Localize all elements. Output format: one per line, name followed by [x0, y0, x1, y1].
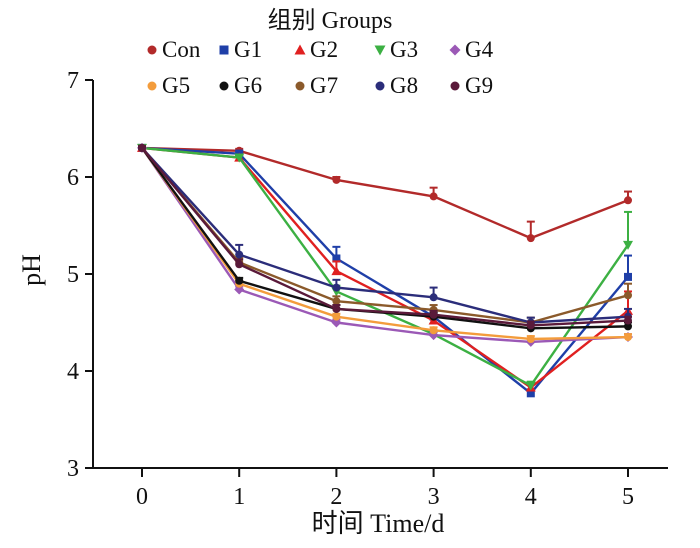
y-tick-label-4: 4	[67, 359, 79, 385]
series-layer	[137, 142, 633, 398]
x-tick-label-2: 2	[330, 484, 342, 510]
legend-title: 组别 Groups	[268, 7, 393, 34]
legend-label-g7: G7	[310, 73, 338, 98]
legend-label-g6: G6	[234, 73, 262, 98]
point-g9-day-0	[138, 143, 146, 152]
x-tick-label-5: 5	[622, 484, 634, 510]
legend-item-g8: G8	[375, 73, 418, 98]
point-g8-day-3	[429, 293, 438, 302]
point-g7-day-2	[332, 297, 341, 306]
point-con-day-4	[526, 234, 535, 243]
point-con-day-3	[429, 192, 438, 201]
point-g9-day-5	[624, 316, 632, 325]
series-g7	[138, 143, 632, 327]
legend-label-g3: G3	[390, 37, 418, 62]
legend-item-g3: G3	[374, 37, 418, 62]
series-g3	[137, 143, 633, 391]
point-g8-day-1	[235, 250, 244, 259]
legend-marker-g2	[294, 44, 306, 55]
point-g6-day-5	[624, 322, 632, 331]
point-g4-day-1	[234, 284, 245, 295]
legend-marker-g5	[147, 81, 157, 91]
point-g4-day-2	[331, 317, 342, 328]
series-g1	[138, 143, 632, 398]
series-line-g1	[141, 146, 629, 395]
point-g9-day-2	[332, 304, 341, 313]
legend-item-g4: G4	[449, 37, 494, 62]
series-con	[138, 143, 632, 243]
point-g3-day-5	[623, 240, 633, 250]
legend-label-g8: G8	[390, 73, 418, 98]
point-g9-day-4	[526, 321, 535, 330]
legend-item-g2: G2	[294, 37, 338, 62]
point-con-day-2	[332, 175, 341, 184]
point-g9-day-1	[235, 260, 244, 269]
legend-item-con: Con	[147, 37, 201, 62]
x-tick-label-1: 1	[233, 484, 245, 510]
legend-marker-g9	[450, 81, 460, 91]
legend: Con G1 G2 G3 G4 G5 G6 G7 G8 G9	[147, 37, 494, 98]
legend-item-g9: G9	[450, 73, 493, 98]
legend-marker-g6	[219, 81, 229, 91]
series-line-g6	[141, 147, 629, 330]
point-g5-day-5	[624, 333, 632, 342]
x-axis-title: 时间 Time/d	[312, 509, 445, 538]
legend-label-g5: G5	[162, 73, 190, 98]
series-line-g4	[141, 147, 629, 344]
legend-marker-g1	[219, 45, 229, 55]
point-g9-day-3	[429, 310, 438, 319]
legend-marker-con	[147, 45, 157, 55]
y-tick-label-3: 3	[67, 456, 79, 482]
legend-label-con: Con	[162, 37, 201, 62]
x-tick-label-0: 0	[136, 484, 148, 510]
legend-item-g5: G5	[147, 73, 190, 98]
series-g9	[138, 143, 632, 330]
series-line-g5	[141, 147, 629, 341]
legend-label-g9: G9	[465, 73, 493, 98]
y-axis-title: pH	[17, 254, 46, 286]
legend-marker-g4	[449, 44, 461, 56]
legend-label-g4: G4	[465, 37, 494, 62]
series-line-con	[141, 146, 629, 240]
legend-item-g1: G1	[219, 37, 262, 62]
series-g8	[138, 143, 632, 327]
point-g7-day-5	[624, 291, 632, 300]
series-g6	[138, 143, 632, 333]
series-line-g9	[141, 147, 629, 327]
point-g5-day-4	[526, 334, 535, 343]
point-g3-day-1	[234, 153, 245, 163]
legend-marker-g8	[375, 81, 385, 91]
x-tick-label-4: 4	[525, 484, 537, 510]
legend-marker-g3	[374, 45, 386, 56]
point-g1-day-2	[332, 254, 341, 263]
point-g1-day-5	[624, 272, 632, 281]
series-g2	[137, 142, 633, 392]
point-g8-day-2	[332, 283, 341, 292]
series-line-g3	[141, 146, 629, 387]
y-tick-label-6: 6	[67, 165, 79, 191]
legend-label-g2: G2	[310, 37, 338, 62]
y-tick-label-5: 5	[67, 262, 79, 288]
legend-label-g1: G1	[234, 37, 262, 62]
y-tick-label-7: 7	[67, 68, 79, 94]
point-g5-day-2	[332, 312, 341, 321]
series-line-g8	[141, 147, 629, 324]
point-g3-day-4	[525, 381, 536, 391]
point-g5-day-3	[429, 326, 438, 335]
point-g1-day-4	[526, 389, 535, 398]
point-con-day-5	[624, 196, 632, 205]
legend-item-g6: G6	[219, 73, 262, 98]
x-tick-label-3: 3	[428, 484, 440, 510]
point-g6-day-1	[235, 276, 244, 285]
point-g2-day-2	[331, 266, 342, 276]
legend-marker-g7	[295, 81, 305, 91]
legend-item-g7: G7	[295, 73, 338, 98]
axes: 3 4 5 6 7 0 1 2 3 4 5	[67, 68, 668, 510]
